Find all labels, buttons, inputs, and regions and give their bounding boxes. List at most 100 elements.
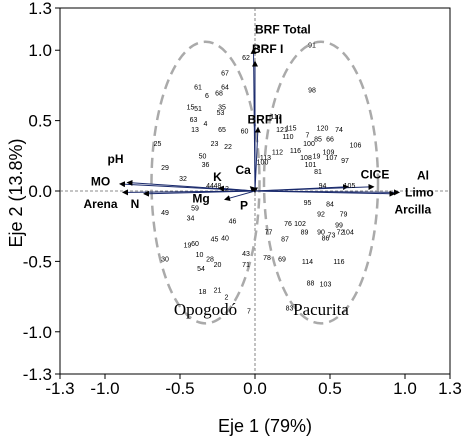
vector-label: N [131,197,140,211]
point-label: 28 [206,256,214,263]
point-label: 95 [304,200,312,207]
y-tick-label: -1.3 [23,365,52,384]
point-label: 7 [247,308,251,315]
point-label: 71 [242,262,250,269]
point-label: 76 [284,221,292,228]
point-label: 113 [260,155,271,162]
point-label: 49 [161,210,169,217]
point-label: 83 [286,306,294,313]
point-label: 69 [278,256,286,263]
point-label: 63 [190,117,198,124]
point-label: 117 [270,114,281,121]
point-label: 102 [294,221,306,228]
vector-label: MO [91,174,110,188]
point-label: 44 [206,183,214,190]
point-label: 103 [320,282,332,289]
point-label: 48 [214,183,222,190]
point-label: 13 [191,127,199,134]
point-label: 106 [350,142,362,149]
point-label: 114 [302,259,313,266]
x-axis-title: Eje 1 (79%) [218,416,312,436]
point-label: 116 [333,259,344,266]
vector-label: BRF I [252,42,283,56]
group-label: Opogodó [174,300,237,319]
point-label: 68 [215,90,223,97]
vector-label: pH [108,152,124,166]
point-label: 10 [196,252,204,259]
point-label: 64 [221,85,229,92]
y-tick-label: -0.5 [23,252,52,271]
point-label: 116 [290,148,301,155]
point-label: 19 [313,154,321,161]
vector-arrow [254,183,375,192]
point-label: 54 [197,266,205,273]
y-tick-label: 0.0 [28,182,52,201]
vector-label: Ca [236,163,252,177]
y-tick-label: -1.0 [23,323,52,342]
vector-label: Arcilla [395,203,432,217]
point-label: 73 [328,232,336,239]
vector-label: Limo [405,186,434,200]
point-label: 4 [204,121,208,128]
point-label: 121 [276,127,288,134]
point-label: 92 [317,211,325,218]
point-label: 77 [265,230,273,237]
x-tick-label: 0.0 [243,379,267,398]
point-label: 22 [224,144,232,151]
point-label: 89 [301,230,309,237]
x-tick-label: 0.5 [318,379,342,398]
point-label: 45 [211,237,219,244]
point-label: 115 [285,125,296,132]
point-label: 36 [202,162,210,169]
point-label: 2 [225,294,229,301]
point-label: 97 [341,158,349,165]
x-tick-label: -1.3 [45,379,74,398]
point-label: 51 [194,106,202,113]
point-label: 91 [308,42,316,49]
vector-arrow [254,190,396,197]
point-label: 88 [307,280,315,287]
vector-label: P [240,198,248,212]
point-label: 107 [326,155,338,162]
point-label: 104 [342,230,354,237]
vector-label: Al [417,169,429,183]
point-label: 79 [340,211,348,218]
vector-arrow [254,126,261,192]
y-axis-title: Eje 2 (13.8%) [6,138,26,247]
vector-arrow [224,190,256,201]
point-label: 81 [314,169,322,176]
point-label: 29 [161,165,169,172]
x-tick-label: -0.5 [165,379,194,398]
point-label: 105 [344,183,356,190]
vector-arrow [218,185,256,192]
vector-label: CICE [361,167,390,181]
x-tick-label: -1.0 [90,379,119,398]
point-label: 12 [221,186,229,193]
point-label: 62 [242,55,250,62]
point-label: 112 [272,149,283,156]
y-tick-label: 1.3 [28,0,52,18]
point-label: 120 [317,125,329,132]
point-label: 90 [317,230,325,237]
x-tick-label: 1.3 [438,379,462,398]
point-label: 34 [187,216,195,223]
point-label: 46 [229,218,237,225]
point-label: 35 [218,104,226,111]
point-label: 99 [335,223,343,230]
point-label: 23 [211,141,219,148]
vector-label: K [213,170,222,184]
point-label: 110 [282,134,293,141]
vector-label: BRF II [248,112,283,126]
point-label: 100 [257,159,269,166]
point-label: 65 [218,127,226,134]
vector-arrow [143,190,256,197]
point-label: 98 [308,87,316,94]
point-label: 15 [187,104,195,111]
point-label: 60 [191,241,199,248]
point-label: 50 [199,154,207,161]
group-label: Pacurita [293,300,349,319]
vector-label: BRF Total [255,22,311,36]
y-tick-label: 0.5 [28,112,52,131]
vector-label: Arena [83,197,117,211]
